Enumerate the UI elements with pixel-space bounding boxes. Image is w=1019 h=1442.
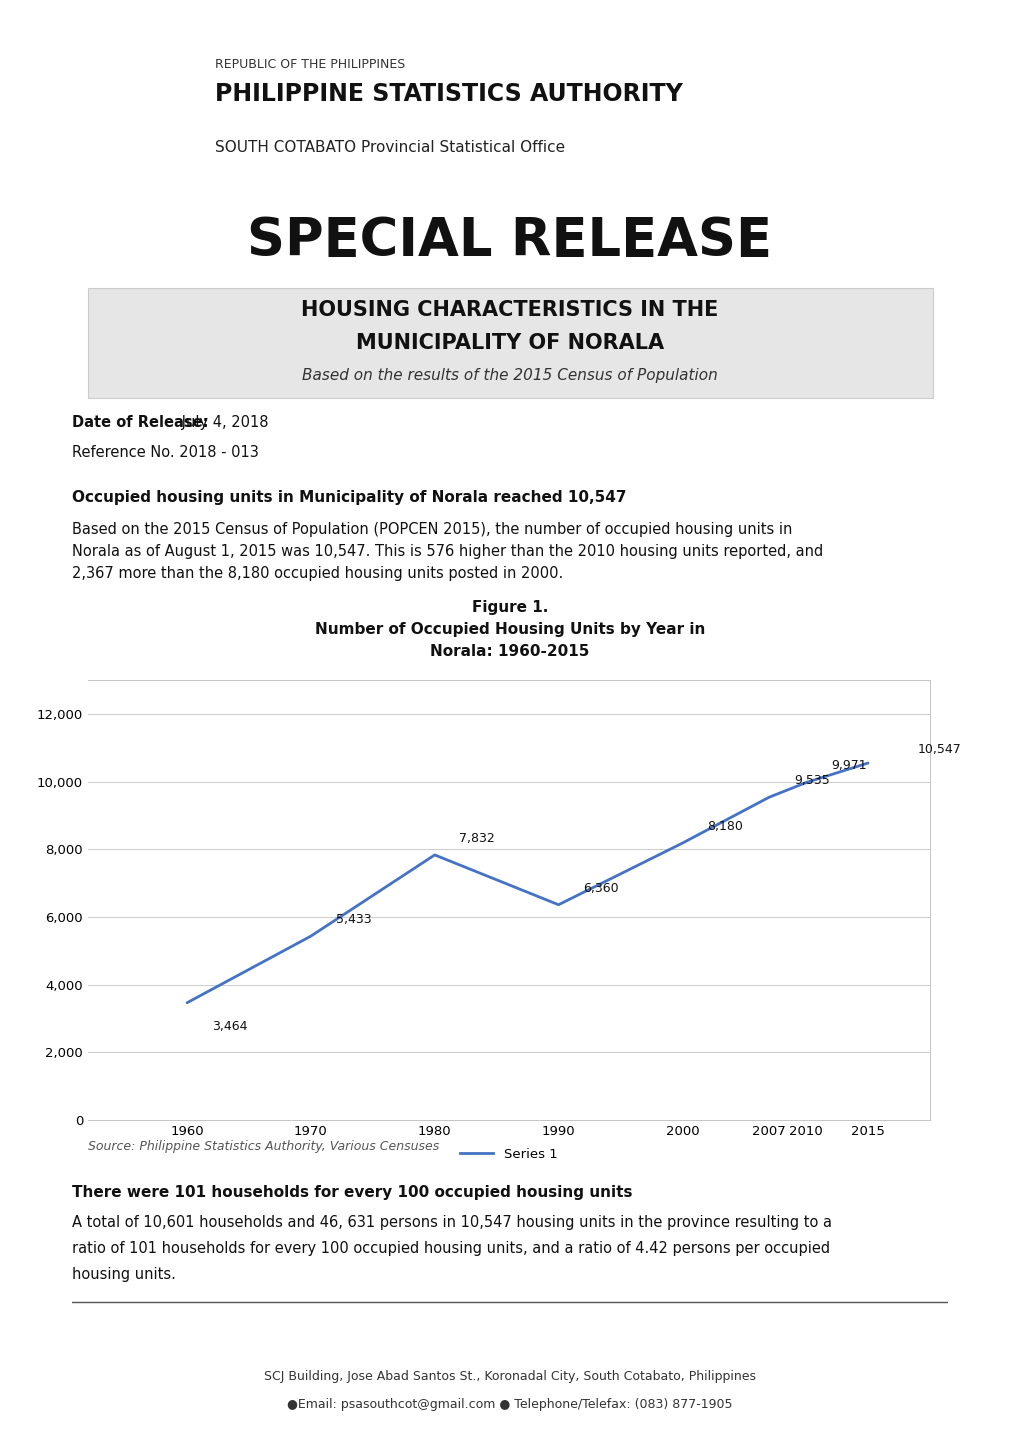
Text: 2,367 more than the 8,180 occupied housing units posted in 2000.: 2,367 more than the 8,180 occupied housi… [72,567,562,581]
Text: ●Email: psasouthcot@gmail.com ● Telephone/Telefax: (083) 877-1905: ●Email: psasouthcot@gmail.com ● Telephon… [287,1397,732,1412]
Text: Occupied housing units in Municipality of Norala reached 10,547: Occupied housing units in Municipality o… [72,490,626,505]
Text: 3,464: 3,464 [212,1019,247,1032]
Text: 5,433: 5,433 [335,913,371,926]
Text: Source: Philippine Statistics Authority, Various Censuses: Source: Philippine Statistics Authority,… [88,1141,439,1154]
Text: Number of Occupied Housing Units by Year in: Number of Occupied Housing Units by Year… [315,622,704,637]
Text: SCJ Building, Jose Abad Santos St., Koronadal City, South Cotabato, Philippines: SCJ Building, Jose Abad Santos St., Koro… [264,1370,755,1383]
Text: July 4, 2018: July 4, 2018 [177,415,268,430]
Text: housing units.: housing units. [72,1268,175,1282]
Text: 6,360: 6,360 [583,881,619,894]
Text: 10,547: 10,547 [917,743,961,756]
Text: SOUTH COTABATO Provincial Statistical Office: SOUTH COTABATO Provincial Statistical Of… [215,140,565,154]
Text: Date of Release:: Date of Release: [72,415,208,430]
Text: Based on the results of the 2015 Census of Population: Based on the results of the 2015 Census … [302,368,717,384]
Text: Reference No. 2018 - 013: Reference No. 2018 - 013 [72,446,259,460]
Text: HOUSING CHARACTERISTICS IN THE: HOUSING CHARACTERISTICS IN THE [301,300,718,320]
Text: Figure 1.: Figure 1. [472,600,547,614]
Text: PHILIPPINE STATISTICS AUTHORITY: PHILIPPINE STATISTICS AUTHORITY [215,82,682,107]
Text: 9,535: 9,535 [793,774,828,787]
Text: A total of 10,601 households and 46, 631 persons in 10,547 housing units in the : A total of 10,601 households and 46, 631… [72,1216,832,1230]
Text: There were 101 households for every 100 occupied housing units: There were 101 households for every 100 … [72,1185,632,1200]
Text: SPECIAL RELEASE: SPECIAL RELEASE [248,215,771,267]
Text: ratio of 101 households for every 100 occupied housing units, and a ratio of 4.4: ratio of 101 households for every 100 oc… [72,1242,829,1256]
Text: 7,832: 7,832 [459,832,495,845]
Text: REPUBLIC OF THE PHILIPPINES: REPUBLIC OF THE PHILIPPINES [215,58,405,71]
Text: 8,180: 8,180 [706,820,742,833]
Legend: Series 1: Series 1 [454,1142,562,1167]
Text: MUNICIPALITY OF NORALA: MUNICIPALITY OF NORALA [356,333,663,353]
Text: Norala: 1960-2015: Norala: 1960-2015 [430,645,589,659]
Text: 9,971: 9,971 [830,760,866,773]
Text: Norala as of August 1, 2015 was 10,547. This is 576 higher than the 2010 housing: Norala as of August 1, 2015 was 10,547. … [72,544,822,559]
Text: Based on the 2015 Census of Population (POPCEN 2015), the number of occupied hou: Based on the 2015 Census of Population (… [72,522,792,536]
